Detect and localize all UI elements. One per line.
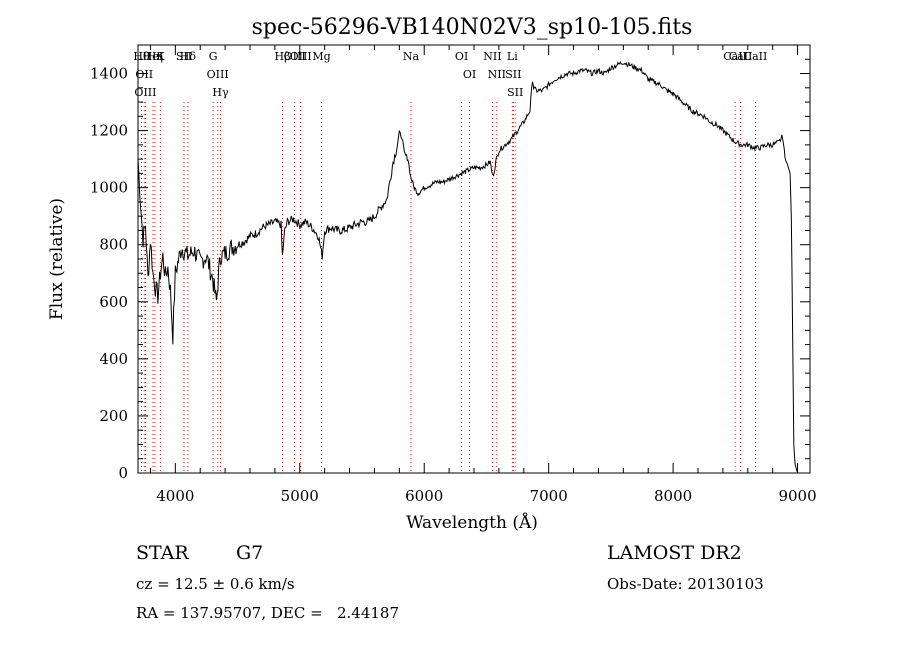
spectral-line-label: K (156, 50, 165, 63)
y-axis-ticks: 0 200 400 600 800 1000 1200 1400 (90, 44, 810, 482)
spectral-line-label: G (209, 50, 218, 63)
spectral-line-label: Na (403, 50, 420, 63)
y-tick-label: 400 (99, 350, 128, 368)
spectral-line-label: NII (483, 50, 501, 63)
redshift-cz: cz = 12.5 ± 0.6 km/s (136, 575, 295, 593)
y-axis-label: Flux (relative) (47, 198, 67, 320)
spectral-line-label: Hδ (180, 50, 197, 63)
spectral-line-label: Mg (312, 50, 330, 63)
y-tick-label: 1000 (90, 179, 128, 197)
spectral-line-label: SII (176, 50, 192, 63)
spectral-line-label: CaII (723, 50, 747, 63)
y-tick-label: 800 (99, 236, 128, 254)
spectral-line-label: NII (488, 68, 506, 81)
spectral-line-label: Li (507, 50, 518, 63)
y-tick-label: 0 (118, 464, 128, 482)
y-tick-label: 600 (99, 293, 128, 311)
object-type: STAR (136, 542, 189, 564)
spectral-line-label: OIII (134, 86, 156, 99)
chart-title: spec-56296-VB140N02V3_sp10-105.fits (252, 15, 693, 40)
x-axis-label: Wavelength (Å) (406, 512, 538, 533)
spectral-line-label: SII (507, 86, 523, 99)
x-tick-label: 9000 (778, 487, 816, 505)
x-tick-label: 6000 (405, 487, 443, 505)
y-tick-label: 200 (99, 407, 128, 425)
observation-date: Obs-Date: 20130103 (607, 575, 764, 593)
spectral-line-label: Hη (147, 50, 163, 63)
x-tick-label: 8000 (654, 487, 692, 505)
spectral-line-label: CaII (729, 50, 753, 63)
object-subclass: G7 (236, 542, 264, 564)
spectral-line-label: CaII (744, 50, 768, 63)
spectrum-series-line (137, 61, 799, 474)
x-tick-label: 4000 (156, 487, 194, 505)
x-axis-ticks: 4000 5000 6000 7000 8000 9000 (149, 45, 817, 505)
y-tick-label: 1400 (90, 65, 128, 83)
survey-label: LAMOST DR2 (607, 542, 742, 564)
spectral-line-label: OI (463, 68, 476, 81)
plot-frame (137, 44, 811, 474)
spectral-line-label: Hγ (212, 86, 229, 99)
spectral-line-label: OII (135, 68, 153, 81)
x-tick-label: 5000 (281, 487, 319, 505)
spectral-line-label: OI (455, 50, 468, 63)
ra-dec-coordinates: RA = 137.95707, DEC = 2.44187 (136, 604, 400, 622)
spectral-line-label: HeI (143, 50, 163, 63)
x-tick-label: 7000 (530, 487, 568, 505)
y-tick-label: 1200 (90, 122, 128, 140)
spectral-line-label: OIII (290, 50, 312, 63)
spectral-line-label: SII (505, 68, 521, 81)
spectral-line-label: Hβ (275, 50, 291, 63)
spectral-line-label: OIII (207, 68, 229, 81)
